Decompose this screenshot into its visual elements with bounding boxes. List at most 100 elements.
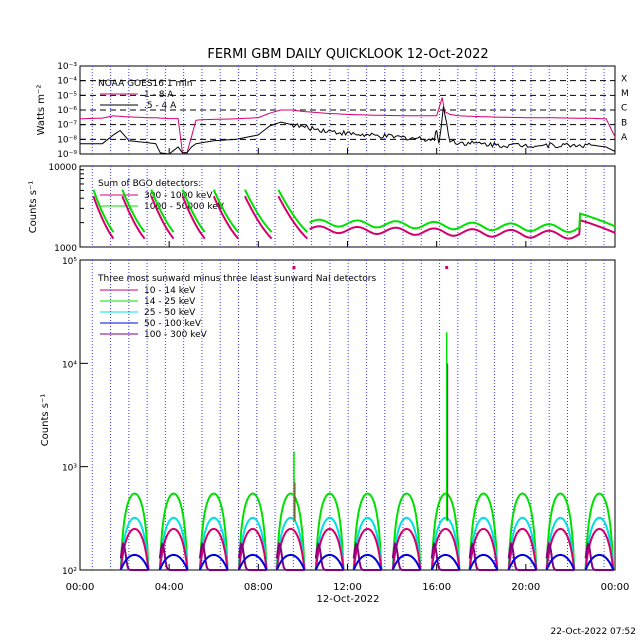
nai-series-4-orbit-5 (314, 541, 344, 571)
nai-series-4-orbit-6 (352, 541, 382, 571)
goes-series-1-8a (80, 97, 616, 154)
nai-series-4-orbit-4 (275, 541, 305, 571)
bgo-ytick-label-1: 1000 (54, 244, 77, 254)
nai-flare-marker-0 (292, 266, 296, 269)
bgo-series-1-seg-1 (121, 189, 146, 233)
nai-ytick-label-3: 10² (62, 567, 77, 577)
nai-series-1-orbit-0 (119, 492, 150, 571)
nai-series-4-orbit-1 (158, 541, 188, 571)
nai-legend-label-2: 25 - 50 keV (144, 308, 196, 318)
x-axis-label: 12-Oct-2022 (317, 594, 380, 605)
bgo-ytick-label-0: 10000 (48, 163, 77, 173)
nai-series-1-orbit-1 (158, 492, 189, 571)
bgo-series-1-seg-7 (309, 212, 616, 233)
nai-series-2-orbit-9 (468, 516, 499, 571)
bgo-series-1-seg-4 (212, 189, 240, 233)
bgo-series-1-seg-0 (92, 189, 115, 233)
nai-series-4-orbit-7 (391, 541, 421, 571)
nai-legend-label-0: 10 - 14 keV (144, 286, 196, 296)
bgo-series-0-seg-1 (121, 195, 146, 240)
nai-series-0-orbit-8 (430, 527, 461, 571)
nai-series-1-orbit-9 (468, 492, 499, 571)
goes-legend-05-4a: .5 - 4 A (144, 101, 177, 111)
nai-series-4-orbit-2 (198, 541, 228, 571)
nai-ytick-label-1: 10⁴ (62, 360, 77, 370)
footer-timestamp: 22-Oct-2022 07:52 (551, 627, 636, 637)
nai-series-1-orbit-5 (314, 492, 345, 571)
nai-series-3-orbit-11 (545, 553, 576, 571)
nai-series-3-orbit-12 (584, 553, 615, 571)
nai-flare-marker-1 (445, 266, 449, 269)
nai-series-0-orbit-3 (237, 527, 268, 571)
nai-legend-label-3: 50 - 100 keV (144, 319, 202, 329)
nai-series-3-orbit-9 (468, 553, 499, 571)
nai-series-4-orbit-8 (430, 541, 460, 571)
nai-legend-label-4: 100 - 300 keV (144, 330, 208, 340)
goes-class-B: B (621, 118, 627, 128)
nai-series-1-orbit-6 (352, 492, 383, 571)
nai-series-3-orbit-6 (352, 553, 383, 571)
nai-series-2-orbit-12 (584, 516, 615, 571)
nai-series-2-orbit-7 (391, 516, 422, 571)
nai-ytick-label-0: 10⁵ (62, 257, 77, 267)
nai-series-2-orbit-3 (237, 516, 268, 571)
goes-class-X: X (621, 74, 627, 84)
goes-ytick-label-5: 10⁻⁸ (57, 135, 77, 145)
nai-series-4-orbit-12 (584, 541, 614, 571)
bgo-series-1-seg-5 (244, 189, 273, 233)
nai-series-4-orbit-10 (507, 541, 537, 571)
nai-series-1-orbit-11 (545, 492, 576, 571)
nai-series-2-orbit-6 (352, 516, 383, 571)
bgo-series-0-seg-3 (181, 195, 206, 240)
nai-series-1-orbit-7 (391, 492, 422, 571)
nai-series-3-orbit-3 (237, 553, 268, 571)
nai-series-2-orbit-5 (314, 516, 345, 571)
goes-class-C: C (621, 104, 627, 114)
bgo-legend-300-1000: 300 - 1000 keV (144, 191, 213, 201)
nai-series-2-orbit-1 (158, 516, 189, 571)
nai-series-0-orbit-11 (545, 527, 576, 571)
nai-series-3-orbit-4 (275, 553, 306, 571)
nai-ytick-label-2: 10³ (62, 464, 77, 474)
nai-series-2-orbit-4 (275, 516, 306, 571)
bgo-series-1-seg-2 (150, 189, 175, 233)
nai-series-3-orbit-8 (430, 553, 461, 571)
nai-legend-label-1: 14 - 25 keV (144, 297, 196, 307)
nai-series-2-orbit-0 (119, 516, 150, 571)
nai-series-1-orbit-2 (198, 492, 229, 571)
x-tick-label-4: 16:00 (422, 582, 451, 593)
bgo-series-0-seg-4 (212, 195, 240, 240)
nai-series-3-orbit-7 (391, 553, 422, 571)
nai-series-0-orbit-4 (275, 527, 306, 571)
goes-class-A: A (621, 133, 628, 143)
nai-ylabel: Counts s⁻¹ (40, 394, 51, 447)
goes-ytick-label-0: 10⁻³ (57, 62, 77, 72)
goes-legend-1-8a: 1 - 8 A (144, 90, 174, 100)
x-tick-label-6: 00:00 (601, 582, 630, 593)
nai-series-0-orbit-6 (352, 527, 383, 571)
x-tick-label-2: 08:00 (244, 582, 273, 593)
nai-series-2-orbit-2 (198, 516, 229, 571)
nai-series-1-orbit-3 (237, 492, 268, 571)
goes-ytick-label-4: 10⁻⁷ (57, 121, 77, 131)
goes-series-05-4a (80, 106, 616, 155)
bgo-legend-1000-50000: 1000 - 50000 keV (144, 202, 225, 212)
nai-series-1-orbit-10 (507, 492, 538, 571)
nai-series-3-orbit-2 (198, 553, 229, 571)
bgo-ylabel: Counts s⁻¹ (28, 181, 39, 234)
nai-series-1-orbit-4 (275, 492, 306, 571)
x-tick-label-3: 12:00 (333, 582, 362, 593)
bgo-legend-title: Sum of BGO detectors: (98, 179, 201, 189)
goes-ytick-label-2: 10⁻⁵ (57, 91, 77, 101)
bgo-series-0-seg-2 (150, 195, 175, 240)
nai-series-0-orbit-1 (158, 527, 189, 571)
goes-legend-title: NOAA GOES16 1 min (98, 79, 192, 89)
bgo-series-0-seg-5 (244, 195, 273, 240)
goes-ytick-label-1: 10⁻⁴ (57, 77, 77, 87)
nai-series-4-orbit-0 (119, 541, 149, 571)
nai-series-0-orbit-5 (314, 527, 345, 571)
chart-title: FERMI GBM DAILY QUICKLOOK 12-Oct-2022 (207, 47, 488, 62)
